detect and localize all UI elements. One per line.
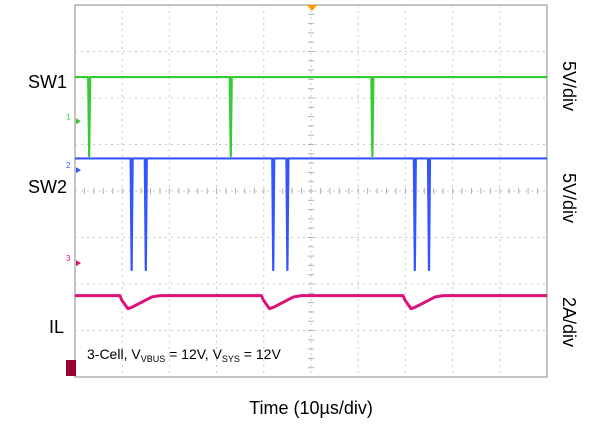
channel-marker-label-sw2: 2 — [66, 161, 71, 170]
annotation-prefix: 3-Cell, V — [87, 346, 141, 362]
series-label-sw2: SW2 — [28, 177, 67, 197]
channel-marker-label-il: 3 — [66, 254, 71, 263]
annotation-sub-vsys: SYS — [222, 354, 240, 364]
scale-label-sw1: 5V/div — [559, 61, 579, 111]
channel-marker-label-sw1: 1 — [66, 112, 71, 121]
scale-label-sw2: 5V/div — [559, 173, 579, 223]
scale-label-il: 2A/div — [559, 297, 579, 347]
series-label-il: IL — [49, 317, 64, 337]
x-axis-label: Time (10µs/div) — [249, 398, 373, 418]
annotation-suffix: = 12V — [240, 346, 282, 362]
ground-reference-icon — [66, 360, 76, 376]
annotation-sub-vbus: VBUS — [141, 354, 166, 364]
annotation-mid: = 12V, V — [165, 346, 222, 362]
series-label-sw1: SW1 — [28, 72, 67, 92]
conditions-annotation: 3-Cell, VVBUS = 12V, VSYS = 12V — [87, 346, 281, 364]
